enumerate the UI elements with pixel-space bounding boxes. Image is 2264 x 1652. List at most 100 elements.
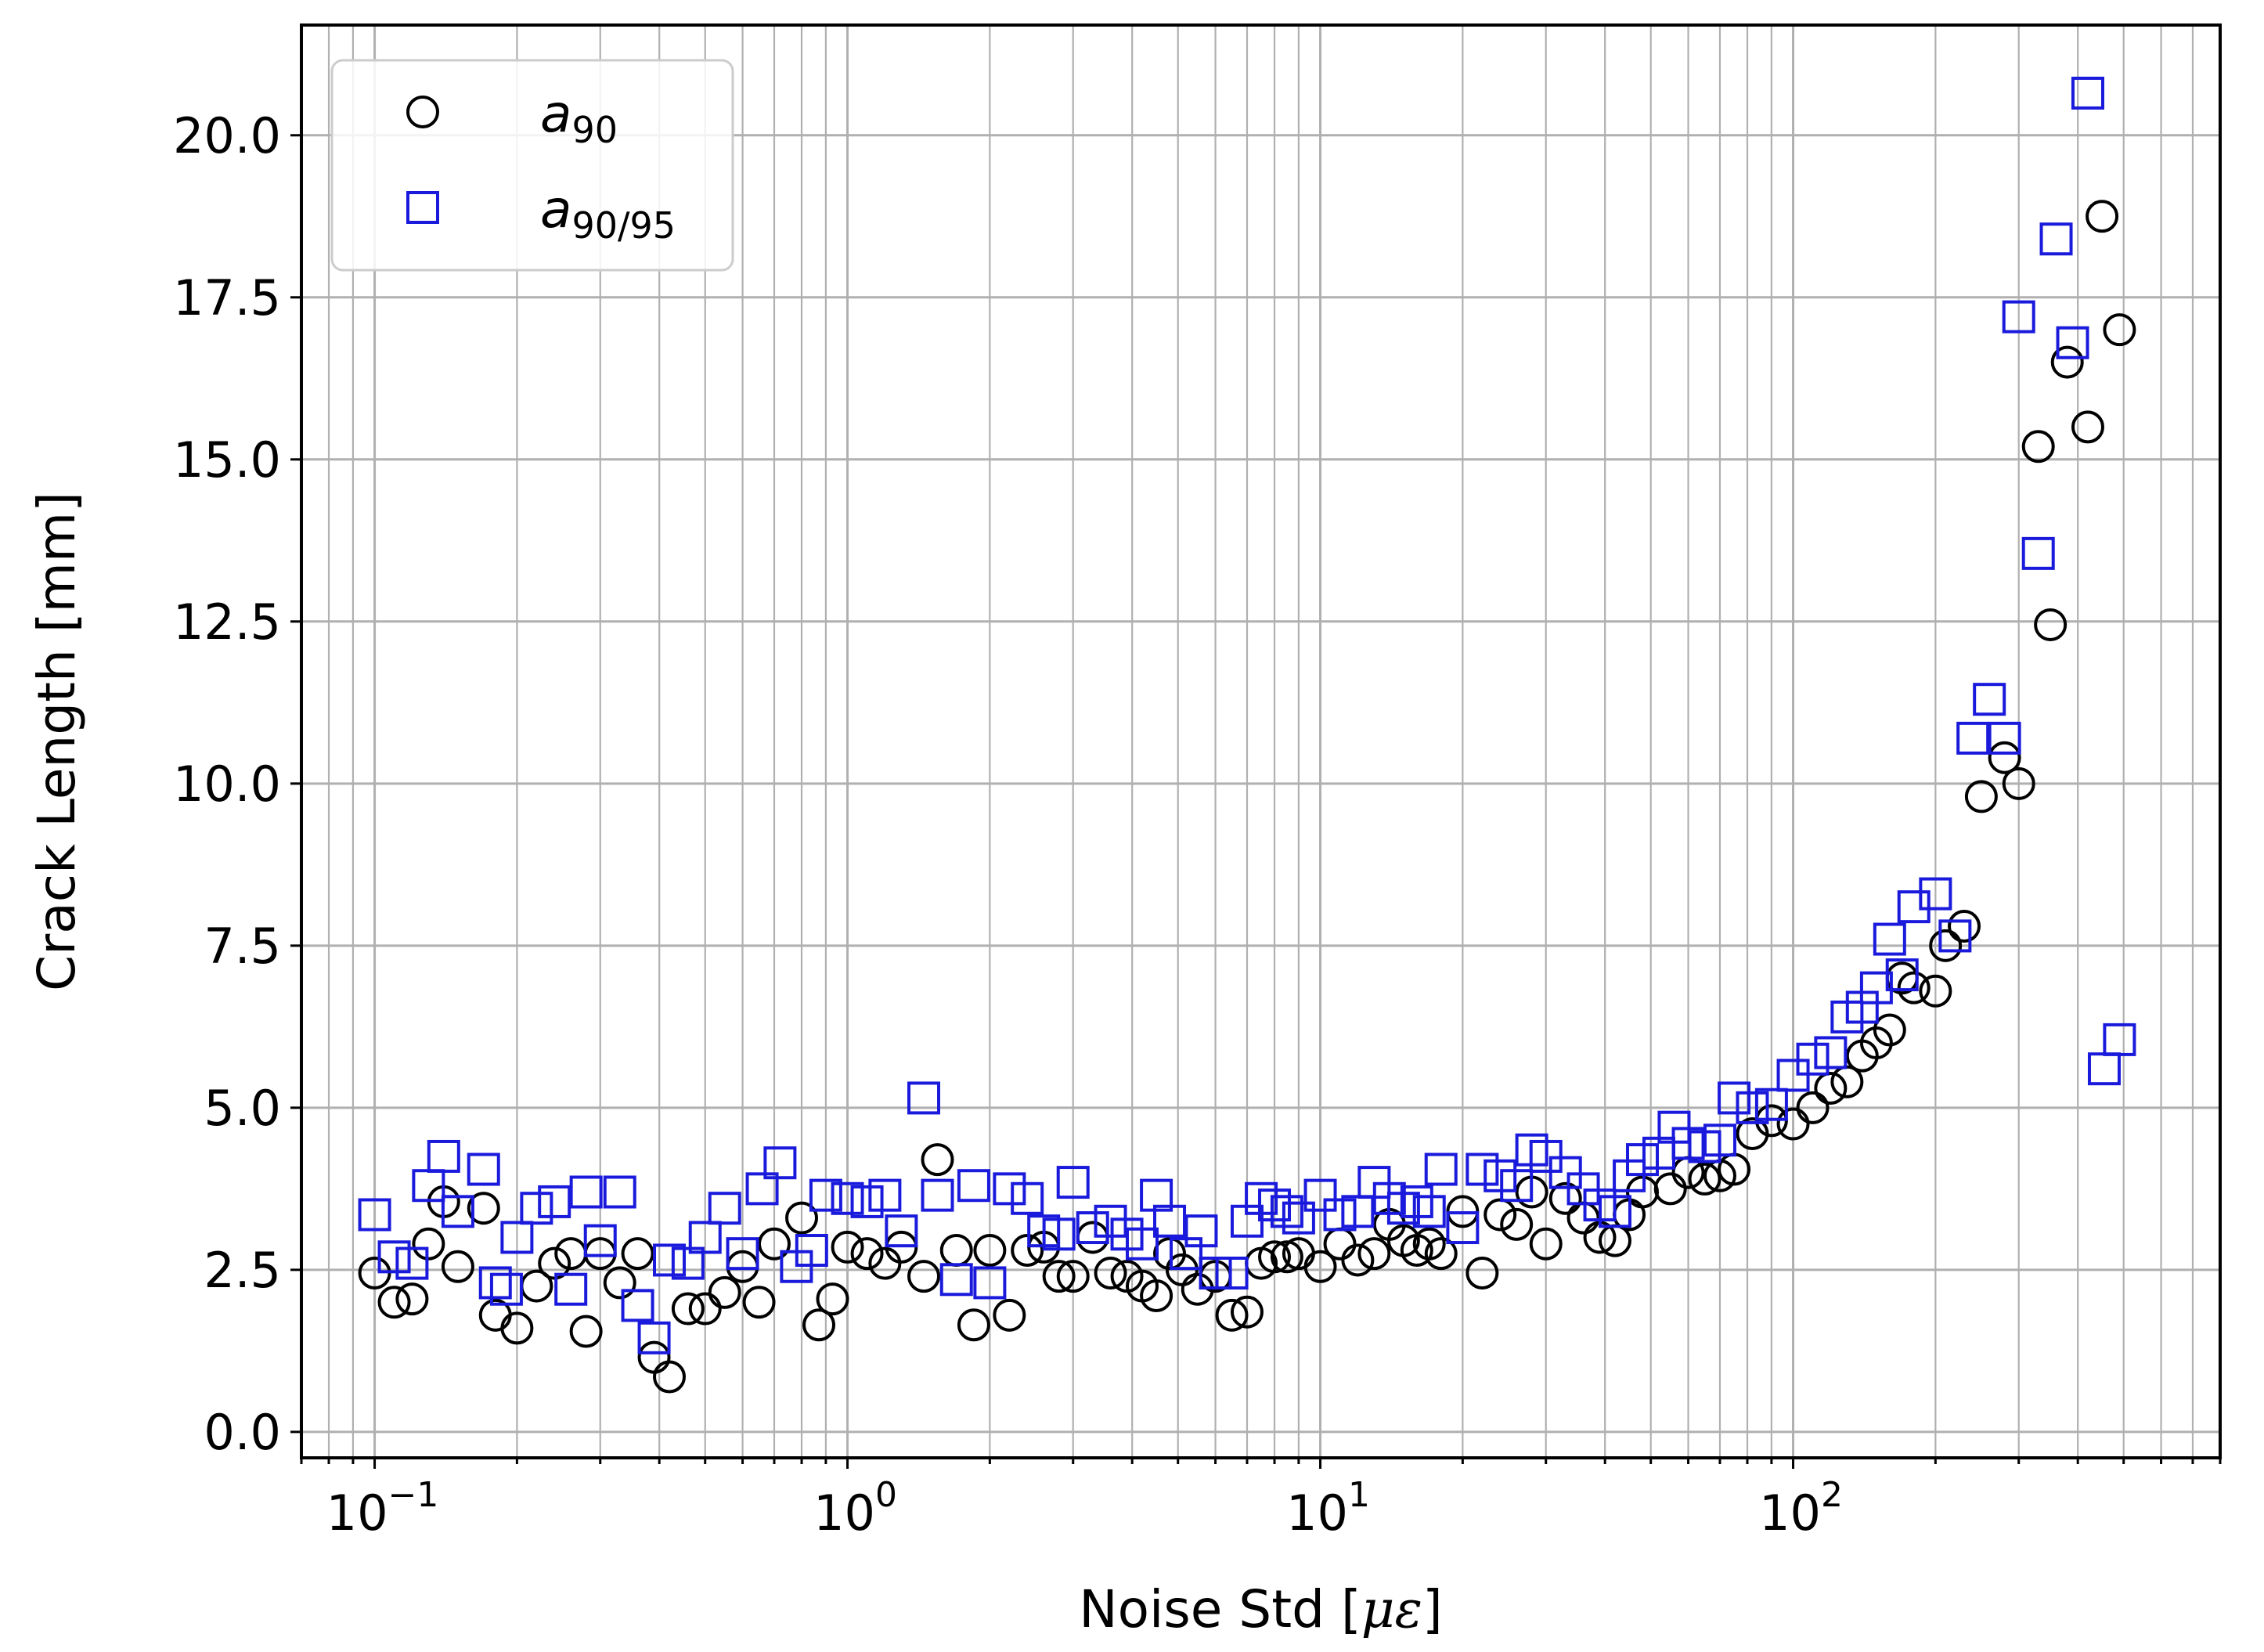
data-point-a90-95 bbox=[1076, 1211, 1109, 1245]
data-point-a90-95 bbox=[1500, 1169, 1534, 1203]
data-point-a90-95 bbox=[1859, 971, 1893, 1005]
data-point-a90-95 bbox=[520, 1192, 553, 1225]
data-point-a90 bbox=[1814, 1072, 1848, 1106]
data-point-a90 bbox=[1919, 974, 1952, 1008]
data-point-a90-95 bbox=[569, 1175, 603, 1209]
data-point-a90-95 bbox=[1465, 1152, 1499, 1186]
data-point-a90 bbox=[621, 1237, 654, 1271]
data-point-a90 bbox=[1964, 780, 1998, 813]
data-point-a90-95 bbox=[2021, 536, 2055, 570]
x-axis-label: Noise Std [με] bbox=[1079, 1579, 1443, 1639]
data-point-a90 bbox=[569, 1315, 603, 1348]
data-point-a90 bbox=[2002, 766, 2035, 800]
data-point-a90-95 bbox=[745, 1172, 779, 1206]
data-point-a90 bbox=[785, 1201, 819, 1235]
data-point-a90-95 bbox=[885, 1214, 918, 1248]
data-point-a90-95 bbox=[1282, 1201, 1315, 1235]
y-tick-label: 7.5 bbox=[204, 918, 281, 975]
data-point-a90 bbox=[1258, 1240, 1292, 1274]
data-point-a90-95 bbox=[1446, 1211, 1480, 1245]
data-point-a90 bbox=[757, 1227, 791, 1261]
data-marks bbox=[358, 76, 2136, 1394]
legend-marker-a90-95 bbox=[406, 191, 439, 224]
data-point-a90 bbox=[802, 1308, 836, 1342]
data-point-a90 bbox=[708, 1275, 741, 1309]
data-point-a90 bbox=[957, 1308, 990, 1342]
y-tick-label: 17.5 bbox=[173, 269, 281, 326]
data-point-a90 bbox=[1341, 1243, 1375, 1277]
x-tick-label: 100 bbox=[813, 1475, 897, 1542]
data-point-a90-95 bbox=[1919, 877, 1952, 911]
data-point-a90 bbox=[1465, 1257, 1499, 1290]
data-point-a90 bbox=[816, 1282, 849, 1316]
data-point-a90 bbox=[921, 1143, 954, 1177]
data-point-a90-95 bbox=[1258, 1189, 1292, 1222]
data-point-a90-95 bbox=[1988, 721, 2021, 755]
data-point-a90-95 bbox=[671, 1246, 705, 1280]
data-point-a90-95 bbox=[1412, 1195, 1446, 1228]
data-point-a90-95 bbox=[441, 1195, 474, 1228]
data-point-a90-95 bbox=[907, 1081, 941, 1115]
data-point-a90-95 bbox=[1140, 1178, 1173, 1212]
data-point-a90 bbox=[603, 1266, 636, 1300]
data-point-a90-95 bbox=[1754, 1088, 1788, 1121]
data-point-a90 bbox=[1548, 1181, 1582, 1215]
data-point-a90-95 bbox=[377, 1240, 411, 1274]
data-point-a90-95 bbox=[1245, 1181, 1278, 1215]
data-point-a90-95 bbox=[1270, 1195, 1303, 1228]
data-point-a90 bbox=[1230, 1295, 1264, 1329]
data-point-a90-95 bbox=[1598, 1195, 1631, 1228]
data-point-a90 bbox=[907, 1260, 941, 1293]
data-point-a90-95 bbox=[708, 1192, 741, 1225]
data-point-a90 bbox=[1529, 1227, 1563, 1261]
axis-ticks: 0.0 2.5 5.0 7.5 10.0 12.5 15.0 17.5 20.0 10−1 100 1… bbox=[173, 107, 2222, 1542]
data-point-a90-95 bbox=[1873, 922, 1906, 956]
data-point-a90 bbox=[1929, 929, 1963, 962]
data-point-a90-95 bbox=[2056, 326, 2089, 359]
data-point-a90 bbox=[1796, 1091, 1830, 1124]
data-point-a90 bbox=[500, 1311, 534, 1345]
data-point-a90 bbox=[688, 1292, 722, 1326]
data-point-a90 bbox=[1042, 1260, 1076, 1293]
data-point-a90-95 bbox=[939, 1263, 973, 1297]
data-point-a90-95 bbox=[427, 1139, 460, 1173]
data-point-a90-95 bbox=[603, 1175, 636, 1209]
y-tick-label: 20.0 bbox=[173, 107, 281, 164]
legend-marker-a90 bbox=[406, 96, 439, 128]
data-point-a90-95 bbox=[831, 1181, 864, 1215]
data-point-a90-95 bbox=[1938, 919, 1972, 953]
data-point-a90-95 bbox=[850, 1185, 884, 1218]
data-point-a90-95 bbox=[478, 1266, 512, 1300]
data-point-a90 bbox=[1688, 1162, 1721, 1196]
data-point-a90-95 bbox=[957, 1169, 990, 1203]
data-point-a90-95 bbox=[688, 1221, 722, 1254]
legend: a90 a90/95 bbox=[330, 59, 734, 272]
data-point-a90 bbox=[1653, 1172, 1687, 1206]
data-point-a90 bbox=[1412, 1227, 1446, 1261]
y-tick-label: 5.0 bbox=[204, 1080, 281, 1137]
data-point-a90 bbox=[1056, 1260, 1090, 1293]
data-point-a90-95 bbox=[921, 1178, 954, 1212]
data-point-a90-95 bbox=[1184, 1214, 1218, 1248]
y-tick-label: 10.0 bbox=[173, 756, 281, 813]
data-point-a90 bbox=[2021, 430, 2055, 463]
data-point-a90 bbox=[395, 1282, 429, 1316]
x-tick-label: 10−1 bbox=[326, 1475, 439, 1542]
data-point-a90-95 bbox=[1956, 721, 1990, 755]
y-tick-label: 15.0 bbox=[173, 431, 281, 489]
data-point-a90-95 bbox=[554, 1272, 588, 1306]
data-point-a90 bbox=[831, 1230, 864, 1264]
data-point-a90 bbox=[1873, 1013, 1906, 1047]
data-point-a90-95 bbox=[358, 1198, 391, 1232]
data-point-a90 bbox=[1500, 1207, 1534, 1241]
data-point-a90 bbox=[742, 1286, 776, 1319]
data-point-a90-95 bbox=[467, 1152, 500, 1186]
data-point-a90 bbox=[1303, 1250, 1337, 1283]
data-point-a90-95 bbox=[1736, 1091, 1769, 1124]
data-point-a90 bbox=[1948, 909, 1981, 943]
data-point-a90 bbox=[993, 1298, 1026, 1332]
data-point-a90 bbox=[2050, 345, 2084, 379]
data-point-a90 bbox=[1215, 1298, 1249, 1332]
data-point-a90-95 bbox=[500, 1221, 534, 1254]
